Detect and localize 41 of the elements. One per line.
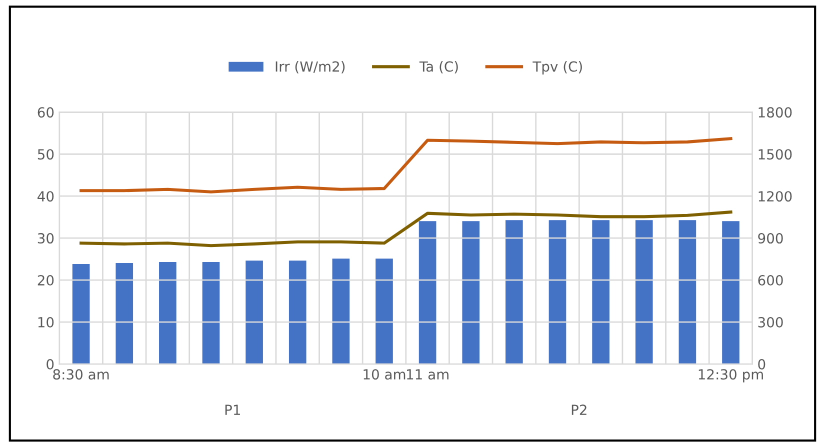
legend-label: Ta (C) [419,61,458,74]
bar [288,260,306,364]
y2-tick-label: 600 [758,275,783,286]
bar [635,220,653,364]
bar [548,220,566,364]
y-tick-label: 0 [46,358,54,370]
x-tick-label: 11 am [407,369,448,380]
x-tick-label: 10 am [364,369,406,380]
bar [159,262,176,364]
bar [678,220,696,364]
y-tick-label: 60 [38,107,54,118]
bar [418,221,436,364]
bar [72,264,90,364]
y-tick-label: 10 [38,317,54,328]
bar [506,220,523,364]
y-tick-label: 20 [38,275,54,286]
y-tick-label: 40 [38,191,54,202]
y2-tick-label: 0 [758,358,766,370]
y-tick-label: 30 [38,233,54,244]
bar [462,221,480,364]
legend-label: Irr (W/m2) [276,61,345,74]
text: P2 [572,404,586,415]
bar [332,258,350,364]
bar [592,220,610,364]
legend-label: Tpv (C) [532,61,582,74]
bar [246,260,263,364]
y2-tick-label: 1200 [758,191,792,202]
x-tick-label: 12:30 pm [698,369,763,382]
line-series [80,137,732,194]
y2-tick-label: 300 [758,317,783,328]
bar [116,262,134,364]
y-tick-label: 50 [38,149,54,160]
x-tick-label: 8:30 am [53,369,109,380]
y2-tick-label: 1800 [758,107,792,118]
bar [722,221,740,364]
line-series [80,210,732,248]
bar [376,258,393,364]
y2-tick-label: 900 [758,233,783,244]
text: P1 [225,404,240,415]
bar [202,262,220,364]
y2-tick-label: 1500 [758,149,792,160]
